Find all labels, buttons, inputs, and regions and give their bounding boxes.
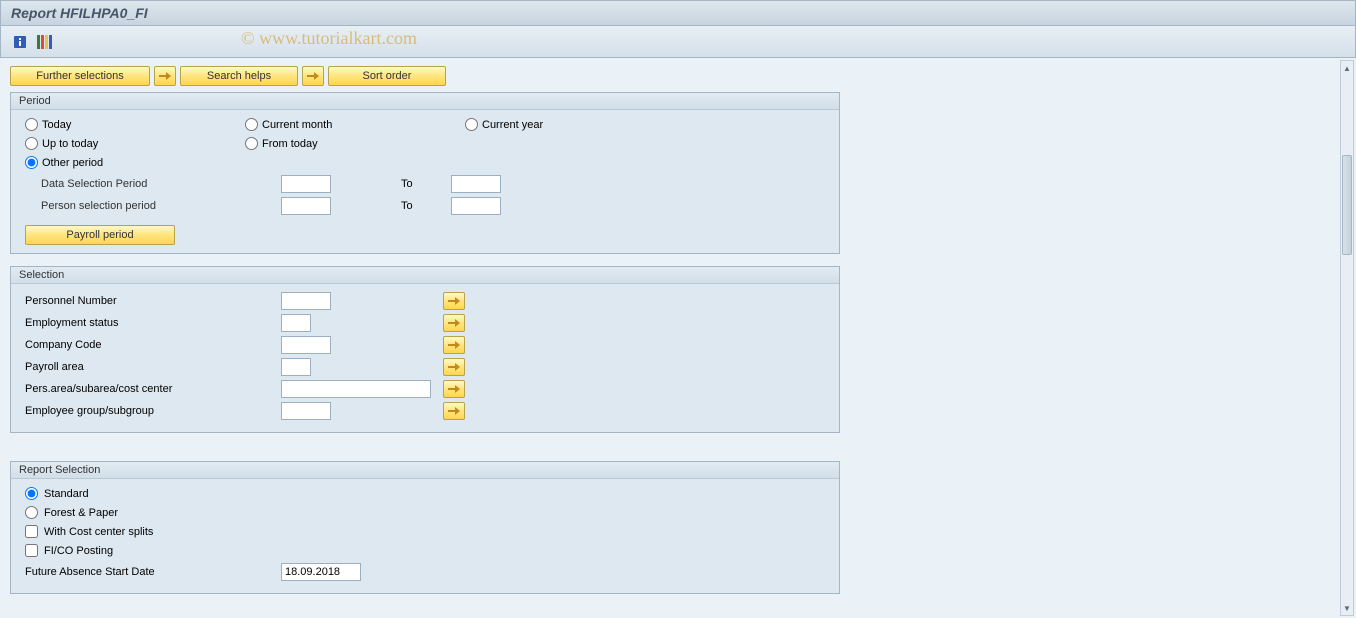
selection-field-input[interactable] (281, 314, 311, 332)
radio-standard-label: Standard (44, 488, 89, 500)
radio-standard[interactable]: Standard (21, 487, 829, 500)
report-selection-group: Report Selection Standard Forest & Paper… (10, 461, 840, 594)
further-selections-button[interactable]: Further selections (10, 66, 150, 86)
radio-other-period-label: Other period (42, 157, 103, 169)
to-label-1: To (331, 178, 451, 190)
radio-forest-paper-label: Forest & Paper (44, 507, 118, 519)
selection-field-label: Personnel Number (21, 295, 281, 307)
radio-from-today[interactable]: From today (245, 137, 405, 150)
arrow-right-icon (306, 70, 320, 82)
sort-order-button[interactable]: Sort order (328, 66, 446, 86)
data-selection-to-input[interactable] (451, 175, 501, 193)
payroll-period-button[interactable]: Payroll period (25, 225, 175, 245)
multiple-selection-button[interactable] (443, 402, 465, 420)
selection-row: Payroll area (21, 358, 829, 376)
person-selection-period-label: Person selection period (21, 200, 281, 212)
selection-field-input[interactable] (281, 358, 311, 376)
selection-field-input[interactable] (281, 402, 331, 420)
selection-field-input[interactable] (281, 380, 431, 398)
radio-current-year-input[interactable] (465, 118, 478, 131)
title-bar: Report HFILHPA0_FI (0, 0, 1356, 26)
checkbox-fico-posting-label: FI/CO Posting (44, 545, 113, 557)
selection-field-input[interactable] (281, 336, 331, 354)
radio-up-to-today-label: Up to today (42, 138, 98, 150)
selection-row: Personnel Number (21, 292, 829, 310)
multiple-selection-button[interactable] (443, 292, 465, 310)
multiple-selection-button[interactable] (443, 336, 465, 354)
person-selection-to-input[interactable] (451, 197, 501, 215)
person-selection-from-input[interactable] (281, 197, 331, 215)
selection-field-label: Company Code (21, 339, 281, 351)
selection-buttons-row: Further selections Search helps Sort ord… (10, 66, 1328, 86)
arrow-right-icon (158, 70, 172, 82)
radio-standard-input[interactable] (25, 487, 38, 500)
radio-today[interactable]: Today (25, 118, 185, 131)
radio-today-input[interactable] (25, 118, 38, 131)
selection-field-label: Employee group/subgroup (21, 405, 281, 417)
scroll-up-button[interactable]: ▲ (1341, 61, 1353, 75)
selection-row: Company Code (21, 336, 829, 354)
checkbox-cost-center-splits[interactable]: With Cost center splits (21, 525, 829, 538)
radio-forest-paper[interactable]: Forest & Paper (21, 506, 829, 519)
selection-field-label: Employment status (21, 317, 281, 329)
checkbox-fico-posting-input[interactable] (25, 544, 38, 557)
radio-from-today-label: From today (262, 138, 318, 150)
multiple-selection-button[interactable] (443, 380, 465, 398)
radio-up-to-today[interactable]: Up to today (25, 137, 185, 150)
search-helps-arrow-button[interactable] (154, 66, 176, 86)
selection-group: Selection Personnel Number Employment sta… (10, 266, 840, 433)
scroll-down-button[interactable]: ▼ (1341, 601, 1353, 615)
content-area: Further selections Search helps Sort ord… (0, 58, 1356, 618)
checkbox-cost-center-splits-input[interactable] (25, 525, 38, 538)
radio-from-today-input[interactable] (245, 137, 258, 150)
checkbox-fico-posting[interactable]: FI/CO Posting (21, 544, 829, 557)
selection-field-label: Pers.area/subarea/cost center (21, 383, 281, 395)
multiple-selection-button[interactable] (443, 314, 465, 332)
info-icon[interactable] (11, 33, 29, 51)
future-absence-label: Future Absence Start Date (21, 566, 281, 578)
to-label-2: To (331, 200, 451, 212)
selection-row: Employee group/subgroup (21, 402, 829, 420)
radio-other-period-input[interactable] (25, 156, 38, 169)
scroll-track[interactable] (1341, 75, 1353, 601)
search-helps-button[interactable]: Search helps (180, 66, 298, 86)
future-absence-input[interactable] (281, 563, 361, 581)
selection-group-title: Selection (11, 267, 839, 284)
watermark-text: © www.tutorialkart.com (241, 28, 417, 49)
selection-row: Pers.area/subarea/cost center (21, 380, 829, 398)
radio-current-year-label: Current year (482, 119, 543, 131)
period-group-title: Period (11, 93, 839, 110)
radio-today-label: Today (42, 119, 71, 131)
radio-current-month-label: Current month (262, 119, 332, 131)
radio-current-month-input[interactable] (245, 118, 258, 131)
exit-icon[interactable] (35, 33, 53, 51)
checkbox-cost-center-splits-label: With Cost center splits (44, 526, 153, 538)
data-selection-period-label: Data Selection Period (21, 178, 281, 190)
radio-current-month[interactable]: Current month (245, 118, 405, 131)
radio-other-period[interactable]: Other period (25, 156, 185, 169)
period-group: Period Today Current month Current year (10, 92, 840, 254)
scroll-area: Further selections Search helps Sort ord… (0, 58, 1338, 618)
data-selection-from-input[interactable] (281, 175, 331, 193)
sort-order-arrow-button[interactable] (302, 66, 324, 86)
report-selection-group-title: Report Selection (11, 462, 839, 479)
selection-field-label: Payroll area (21, 361, 281, 373)
scroll-thumb[interactable] (1342, 155, 1352, 255)
radio-current-year[interactable]: Current year (465, 118, 625, 131)
app-toolbar: © www.tutorialkart.com (0, 26, 1356, 58)
selection-field-input[interactable] (281, 292, 331, 310)
page-title: Report HFILHPA0_FI (11, 5, 148, 21)
radio-forest-paper-input[interactable] (25, 506, 38, 519)
vertical-scrollbar[interactable]: ▲ ▼ (1340, 60, 1354, 616)
selection-row: Employment status (21, 314, 829, 332)
multiple-selection-button[interactable] (443, 358, 465, 376)
radio-up-to-today-input[interactable] (25, 137, 38, 150)
